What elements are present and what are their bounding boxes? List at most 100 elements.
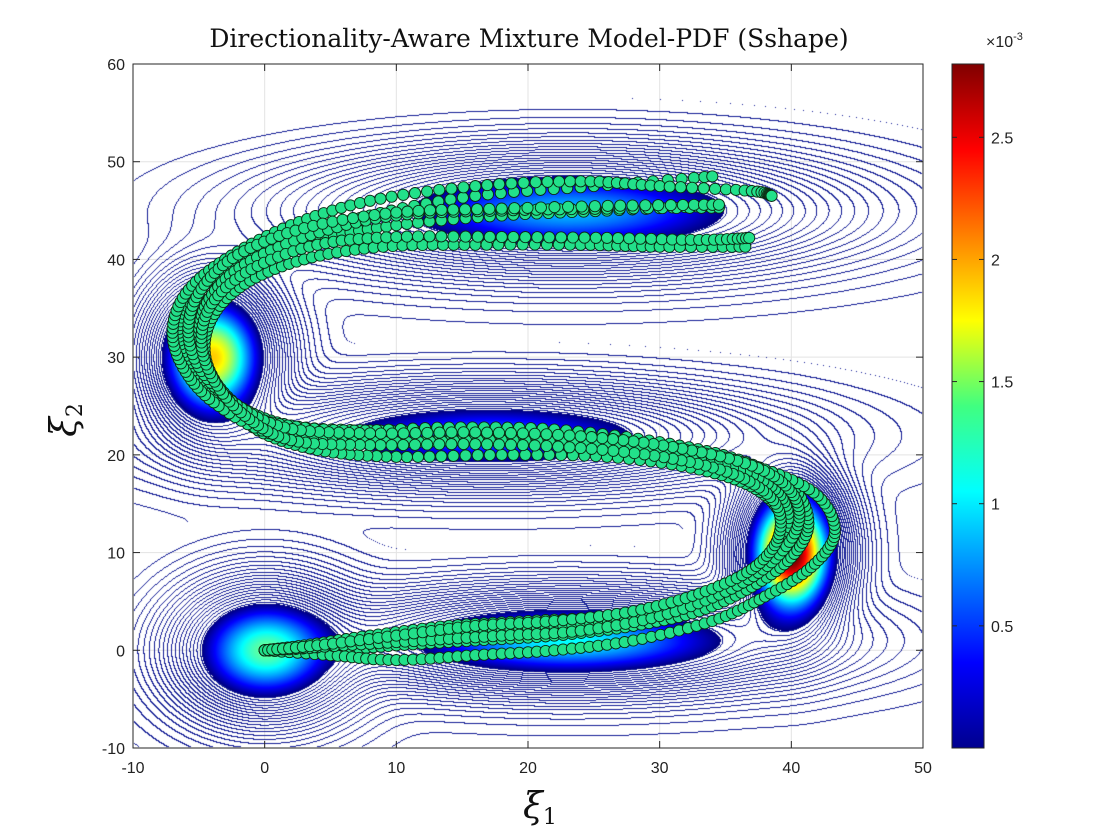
trajectory-point [517,176,530,189]
colorbar-tick-label: 1 [991,497,1000,514]
trajectory-point [457,437,470,451]
trajectory-point [765,189,778,202]
trajectory-point [445,182,458,195]
trajectory-point [504,438,517,451]
trajectory-point [534,201,547,214]
trajectory-point [433,438,446,451]
trajectory-point [575,200,588,213]
trajectory-point [363,427,377,440]
trajectory-point [687,198,701,211]
trajectory-point [385,190,398,203]
trajectory-point [408,438,422,451]
trajectory-point [596,443,609,456]
trajectory-point [516,439,529,452]
trajectory-point [743,231,756,244]
trajectory-point [663,180,676,193]
x-tick-label: 0 [260,760,269,777]
colorbar-gradient [951,63,985,749]
y-tick-label: 10 [107,546,125,563]
trajectory-point [585,442,598,455]
trajectory-point [606,433,619,446]
plot-area: -10 0 10 20 30 40 50 -10 0 10 20 30 40 50 60 [102,57,932,777]
x-axis-label-symbol: ξ [523,786,545,827]
trajectory-point [519,231,532,244]
demonstration-trajectory [182,198,806,657]
x-tick-label: 50 [914,760,932,777]
trajectory-point [316,217,329,230]
colorbar-tick-label: 2 [991,252,1000,269]
x-tick-label: 10 [387,760,405,777]
trajectory-point [627,435,640,448]
trajectory-point [408,187,422,200]
trajectory-point [617,445,631,458]
trajectory-point [457,426,470,439]
demonstration-trajectory [195,230,787,657]
trajectory-point [574,430,587,443]
trajectory-point [401,205,414,218]
trajectory-point [543,231,556,244]
colorbar-tick-label: 0.5 [991,619,1013,636]
trajectory-point [423,204,437,217]
trajectory-point [471,230,484,243]
y-axis-label: ξ2 [44,403,88,437]
trajectory-point [504,427,517,440]
y-tick-label: 20 [107,448,125,465]
trajectory-point [423,230,436,243]
trajectory-point [386,427,399,440]
trajectory-point [374,192,387,205]
trajectory-point [471,203,484,216]
x-axis-label: ξ1 [523,786,557,830]
y-axis-label-group: ξ2 [44,403,88,437]
trajectory-point [423,450,436,463]
trajectory-point [529,176,542,189]
trajectory-point [433,426,446,439]
trajectory-point [607,444,620,457]
trajectory-point [719,183,733,196]
trajectory-point [585,431,598,444]
trajectory-point [664,199,677,212]
trajectory-point [687,171,701,184]
colorbar-ticks: 0.5 1 1.5 2 2.5 [952,130,1013,636]
trajectory-point [552,440,565,453]
trajectory-point [647,437,660,451]
trajectory-point [492,438,506,451]
colorbar-exponent: ×10-3 [986,31,1023,51]
trajectory-point [653,180,666,193]
trajectory-point [353,427,366,440]
trajectory-point [411,450,425,463]
y-axis-label-subscript: 2 [63,403,88,417]
trajectory-point [379,207,392,220]
trajectory-point [457,181,470,194]
trajectory-point [459,230,472,243]
chart-title: Directionality-Aware Mixture Model-PDF (… [209,24,848,53]
y-tick-label: 50 [107,155,125,172]
trajectory-point [600,231,614,244]
trajectory-point [459,449,472,462]
trajectory-point [481,438,494,451]
trajectory-point [614,199,627,212]
trajectory-point [574,441,587,455]
trajectory-point [444,193,457,206]
trajectory-point [686,181,699,194]
trajectory-point [648,449,661,462]
y-tick-label: 0 [116,643,125,660]
trajectory-point [564,175,577,188]
trajectory-point [495,448,508,461]
trajectory-point [628,447,641,460]
pdf-contour-map [133,64,923,748]
trajectory-point [397,188,410,201]
trajectory-point [505,177,518,190]
trajectory-point [638,448,651,461]
y-tick-label: 30 [107,350,125,367]
trajectory-point [353,196,367,210]
trajectory-point [336,213,349,226]
trajectory-point [447,449,460,462]
trajectory-point [596,432,609,445]
trajectory-point [469,426,482,439]
trajectory-point [492,426,506,439]
trajectory-point [507,230,520,244]
x-tick-label: 30 [651,760,669,777]
trajectory-point [589,231,602,244]
trajectory-point [380,231,393,244]
